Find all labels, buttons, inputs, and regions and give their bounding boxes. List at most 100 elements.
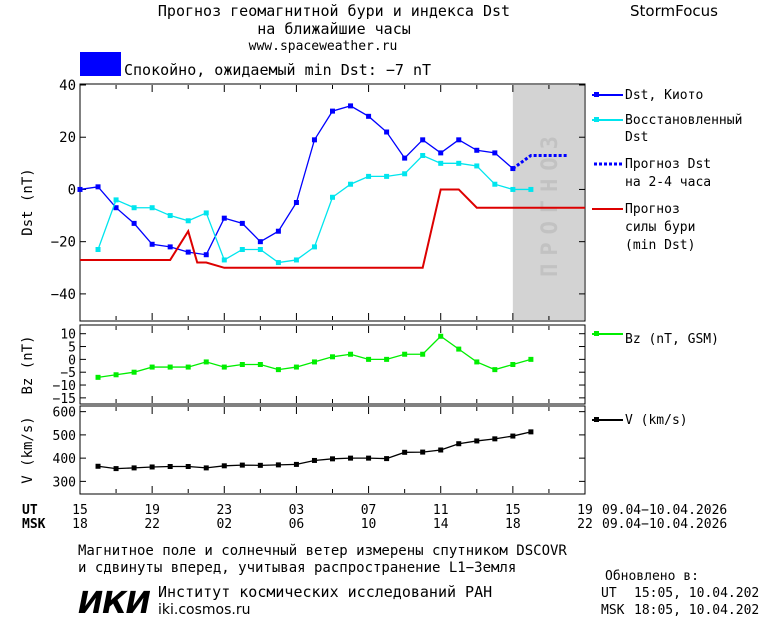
dst-series-0-point <box>95 184 101 190</box>
bz-ytick-label: 10 <box>60 328 76 343</box>
ut-axis-label: UT <box>22 503 38 518</box>
dst-series-0-point <box>239 220 245 226</box>
ut-tick-label: 19 <box>577 503 593 518</box>
legend-bz-label: Bz (nT, GSM) <box>625 332 719 347</box>
bz-ytick-label: −10 <box>53 379 76 394</box>
v-series-0-point <box>528 429 534 435</box>
v-ylabel: V (km/s) <box>20 416 36 483</box>
dst-series-1-point <box>221 257 227 263</box>
updated-ut-value: 15:05, 10.04.2026 <box>634 586 760 601</box>
dst-series-0-point <box>366 113 372 119</box>
bz-ytick-label: 0 <box>68 353 76 368</box>
bz-series-0-point <box>113 372 119 378</box>
series-layer <box>77 103 585 472</box>
msk-tick-label: 18 <box>72 517 88 532</box>
dst-series-1-point <box>257 247 263 252</box>
legend-restored-label-2: Dst <box>625 130 648 145</box>
ut-tick-label: 23 <box>216 503 232 518</box>
v-panel-frame <box>79 405 586 495</box>
msk-tick-label: 18 <box>505 517 521 532</box>
v-ytick-label: 400 <box>53 452 76 467</box>
dst-series-0-point <box>438 150 444 156</box>
dst-series-2-line <box>511 154 567 170</box>
dst-series-1-point <box>275 260 281 266</box>
dst-series-0-point <box>384 129 390 135</box>
v-series-0-point <box>311 457 317 463</box>
bz-series-0-point <box>149 364 155 370</box>
legend-v-label: V (km/s) <box>625 413 688 428</box>
bz-series-0-point <box>420 351 426 357</box>
bz-series-0-point <box>239 362 245 367</box>
dst-series-0-point <box>167 244 173 250</box>
dst-series-1-point <box>366 173 372 179</box>
legend-dst-label: Dst, Киото <box>625 88 703 103</box>
v-series-0-point <box>113 466 119 472</box>
dst-series-0-point <box>348 103 354 109</box>
ut-tick-label: 19 <box>144 503 160 518</box>
dst-series-1-point <box>438 160 444 166</box>
dst-series-1-point <box>95 247 101 252</box>
msk-tick-label: 02 <box>216 517 232 532</box>
measurement-note-line2: и сдвинуты вперед, учитывая распростране… <box>78 560 516 576</box>
updated-msk-label: MSK <box>601 603 625 618</box>
msk-date-range: 09.04−10.04.2026 <box>602 517 727 532</box>
dst-series-1-point <box>402 171 408 177</box>
v-series-0-point <box>239 462 245 468</box>
bz-ytick-label: −15 <box>53 392 76 407</box>
bz-series-0-point <box>366 356 372 362</box>
v-series-0-point <box>420 449 426 455</box>
msk-tick-label: 06 <box>289 517 305 532</box>
v-series-0-line <box>97 431 532 470</box>
ut-tick-label: 07 <box>361 503 377 518</box>
legend-restored-marker <box>594 117 599 122</box>
dst-series-0-point <box>77 186 83 192</box>
institute-site: iki.cosmos.ru <box>158 602 250 618</box>
bz-series-0-point <box>474 359 480 365</box>
v-series-0-point <box>203 465 209 471</box>
legend-v-marker <box>594 417 599 422</box>
bz-series-0-point <box>95 374 101 380</box>
bz-series-0-point <box>402 351 408 357</box>
dst-series-0-point <box>492 150 498 156</box>
legend-storm-label-1: Прогноз <box>625 202 680 217</box>
status-indicator <box>80 52 121 76</box>
ut-tick-label: 03 <box>289 503 305 518</box>
legend: Dst, Киото Восстановленный Dst Прогноз D… <box>592 88 742 428</box>
ut-date-range: 09.04−10.04.2026 <box>602 503 727 518</box>
chart-title-line2: на ближайшие часы <box>257 20 411 38</box>
v-ytick-label: 600 <box>53 406 76 421</box>
dst-series-0-point <box>257 239 263 245</box>
brand-label: StormFocus <box>630 2 718 20</box>
v-series-0-point <box>348 455 354 461</box>
msk-axis-label: MSK <box>22 517 46 532</box>
ut-tick-label: 15 <box>72 503 88 518</box>
dst-ytick-label: −40 <box>51 287 76 303</box>
bz-series-0-point <box>293 364 299 370</box>
dst-ytick-label: 0 <box>68 182 76 198</box>
dst-ytick-label: −20 <box>51 235 76 251</box>
dst-panel-frame <box>79 83 586 322</box>
legend-bz-marker <box>594 331 599 336</box>
dst-series-0-point <box>131 220 137 226</box>
bz-ytick-label: −5 <box>60 366 76 381</box>
bz-series-0-point <box>311 359 317 365</box>
dst-series-0-point <box>113 205 119 211</box>
dst-ytick-label: 40 <box>59 78 76 94</box>
legend-storm-label-2: силы бури <box>625 220 695 235</box>
bz-series-0-point <box>131 369 137 375</box>
bz-series-0-point <box>348 351 354 357</box>
msk-tick-label: 22 <box>577 517 593 532</box>
v-series-0-point <box>438 447 444 453</box>
dst-series-1-point <box>293 257 299 263</box>
bz-series-0-point <box>275 367 281 373</box>
ut-tick-label: 11 <box>433 503 449 518</box>
bz-series-0-point <box>203 359 209 365</box>
dst-series-0-point <box>311 137 317 143</box>
dst-series-1-point <box>203 210 209 216</box>
bz-ylabel: Bz (nT) <box>20 335 36 394</box>
updated-msk-value: 18:05, 10.04.2026 <box>634 603 760 618</box>
v-series-0-point <box>275 462 281 468</box>
dst-series-1-point <box>311 244 317 250</box>
v-series-0-point <box>492 436 498 442</box>
